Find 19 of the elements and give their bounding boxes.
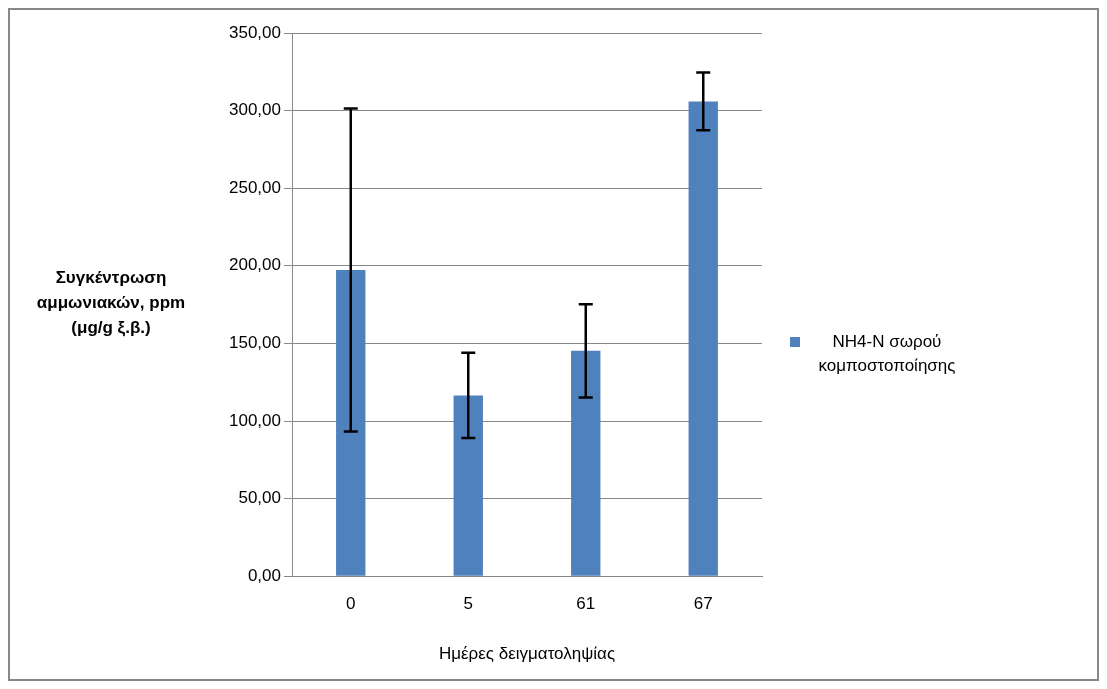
legend-label: NH4-N σωρού κομποστοποίησης <box>817 331 957 377</box>
y-tick-label: 50,00 <box>238 488 281 508</box>
y-tick-label: 150,00 <box>229 333 281 353</box>
bar <box>571 350 601 576</box>
y-axis-title: Συγκέντρωση αμμωνιακών, ppm (μg/g ξ.β.) <box>35 267 187 339</box>
x-tick-label: 5 <box>463 594 473 614</box>
x-tick-label: 0 <box>346 594 356 614</box>
y-tick-label: 300,00 <box>229 100 281 120</box>
x-axis-title: Ημέρες δειγματοληψίας <box>438 644 616 664</box>
x-tick-label: 67 <box>693 594 713 614</box>
y-tick-label: 0,00 <box>247 565 281 585</box>
y-tick-label: 350,00 <box>229 22 281 42</box>
y-tick-label: 250,00 <box>229 177 281 197</box>
bar <box>453 395 483 576</box>
y-tick-label: 100,00 <box>229 410 281 430</box>
bar <box>336 269 366 576</box>
bar <box>688 101 718 576</box>
y-tick-label: 200,00 <box>229 255 281 275</box>
x-tick-label: 61 <box>576 594 596 614</box>
